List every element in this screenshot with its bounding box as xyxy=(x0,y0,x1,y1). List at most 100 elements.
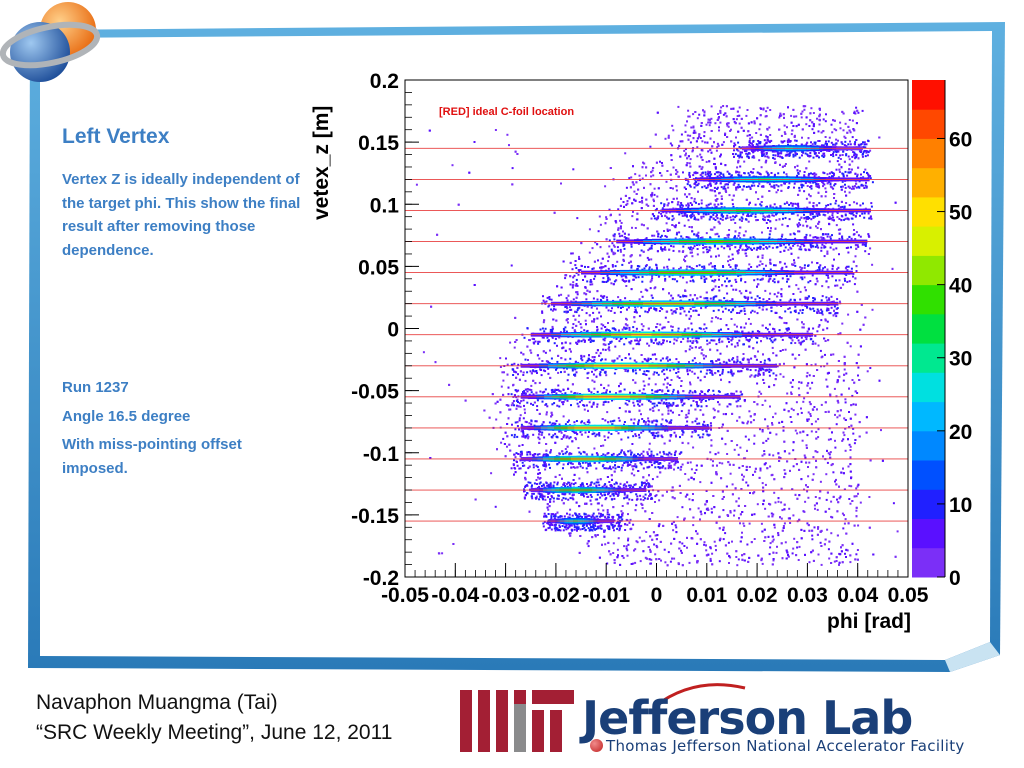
heatmap-bg-cell xyxy=(747,318,750,320)
heatmap-bg-cell xyxy=(660,174,663,177)
heatmap-bg-cell xyxy=(616,548,619,551)
heatmap-bg-cell xyxy=(697,231,700,234)
heatmap-bg-cell xyxy=(572,314,575,317)
heatmap-bg-cell xyxy=(801,136,803,139)
heatmap-bg-cell xyxy=(778,460,781,462)
heatmap-bg-cell xyxy=(633,190,636,193)
heatmap-bg-cell xyxy=(741,465,744,467)
heatmap-bg-cell xyxy=(737,251,740,254)
heatmap-bg-cell xyxy=(666,170,669,172)
heatmap-bg-cell xyxy=(832,495,835,498)
foil-halo-cell xyxy=(786,139,789,142)
heatmap-bg-cell xyxy=(816,369,819,371)
heatmap-bg-cell xyxy=(748,345,751,348)
heatmap-bg-cell xyxy=(781,557,784,560)
heatmap-bg-cell xyxy=(631,498,634,501)
heatmap-bg-cell xyxy=(651,213,654,216)
heatmap-bg-cell xyxy=(748,522,751,525)
heatmap-bg-cell xyxy=(535,495,538,498)
heatmap-bg-cell xyxy=(693,197,696,200)
heatmap-bg-cell xyxy=(522,417,525,420)
heatmap-bg-cell xyxy=(800,112,803,115)
heatmap-bg-cell xyxy=(869,367,872,369)
heatmap-bg-cell xyxy=(524,379,527,382)
heatmap-bg-cell xyxy=(628,353,630,356)
heatmap-bg-cell xyxy=(726,136,729,138)
heatmap-bg-cell xyxy=(839,332,842,335)
heatmap-bg-cell xyxy=(538,441,541,444)
heatmap-bg-cell xyxy=(740,370,743,373)
heatmap-bg-cell xyxy=(834,284,837,287)
heatmap-bg-cell xyxy=(762,486,765,489)
heatmap-bg-cell xyxy=(811,408,814,411)
heatmap-bg-cell xyxy=(591,283,594,286)
heatmap-bg-cell xyxy=(806,206,809,209)
heatmap-bg-cell xyxy=(808,160,811,163)
heatmap-bg-cell xyxy=(837,370,840,373)
heatmap-bg-cell xyxy=(652,174,655,177)
heatmap-bg-cell xyxy=(618,355,621,358)
heatmap-bg-cell xyxy=(783,249,786,252)
heatmap-bg-cell xyxy=(765,159,768,162)
foil-halo-cell xyxy=(735,148,738,151)
heatmap-bg-cell xyxy=(796,164,799,167)
heatmap-bg-cell xyxy=(663,266,666,269)
heatmap-bg-cell xyxy=(633,320,636,323)
heatmap-bg-cell xyxy=(626,200,629,202)
heatmap-bg-cell xyxy=(764,418,767,421)
foil-halo-cell xyxy=(860,150,863,153)
heatmap-bg-cell xyxy=(741,531,743,534)
heatmap-bg-cell xyxy=(623,236,626,239)
heatmap-bg-cell xyxy=(757,374,760,377)
heatmap-bg-cell xyxy=(597,259,599,262)
heatmap-bg-cell xyxy=(615,392,617,395)
heatmap-bg-cell xyxy=(786,126,788,129)
heatmap-bg-cell xyxy=(722,274,725,277)
heatmap-bg-cell xyxy=(731,412,734,415)
heatmap-bg-cell xyxy=(630,472,633,475)
heatmap-bg-cell xyxy=(509,449,512,452)
heatmap-bg-cell xyxy=(700,124,703,127)
heatmap-bg-cell xyxy=(689,383,692,386)
heatmap-bg-cell xyxy=(800,116,803,119)
heatmap-bg-cell xyxy=(779,350,782,352)
heatmap-bg-cell xyxy=(649,183,652,186)
heatmap-bg-cell xyxy=(808,529,811,532)
heatmap-bg-cell xyxy=(560,438,563,440)
heatmap-bg-cell xyxy=(836,312,839,315)
heatmap-bg-cell xyxy=(853,112,856,114)
heatmap-bg-cell xyxy=(792,449,795,452)
heatmap-bg-cell xyxy=(769,292,772,295)
heatmap-bg-cell xyxy=(705,549,708,552)
heatmap-bg-cell xyxy=(770,512,773,515)
heatmap-bg-cell xyxy=(836,284,839,287)
heatmap-bg-cell xyxy=(508,443,511,446)
heatmap-bg-cell xyxy=(825,498,828,501)
heatmap-bg-cell xyxy=(505,357,507,360)
heatmap-bg-cell xyxy=(625,186,628,189)
heatmap-bg-cell xyxy=(836,381,839,384)
heatmap-bg-cell xyxy=(652,373,655,376)
heatmap-bg-cell xyxy=(640,413,642,416)
heatmap-bg-cell xyxy=(836,534,839,537)
heatmap-bg-cell xyxy=(582,338,585,341)
foil-halo-cell xyxy=(843,144,846,147)
heatmap-bg-cell xyxy=(504,455,507,458)
heatmap-bg-cell xyxy=(828,507,831,510)
heatmap-bg-cell xyxy=(732,183,735,186)
heatmap-bg-cell xyxy=(672,529,675,532)
heatmap-bg-cell xyxy=(553,308,555,311)
heatmap-bg-cell xyxy=(830,295,833,298)
heatmap-bg-cell xyxy=(845,372,848,375)
heatmap-bg-cell xyxy=(628,177,631,180)
heatmap-bg-cell xyxy=(745,289,748,292)
heatmap-bg-cell xyxy=(761,562,764,565)
heatmap-bg-cell xyxy=(499,366,502,368)
foil-halo-cell xyxy=(747,155,750,158)
heatmap-bg-cell xyxy=(690,476,693,479)
heatmap-bg-cell xyxy=(761,430,764,433)
heatmap-bg-cell xyxy=(714,122,717,125)
heatmap-bg-cell xyxy=(546,503,549,506)
heatmap-bg-cell xyxy=(637,188,640,191)
heatmap-bg-cell xyxy=(511,167,514,170)
